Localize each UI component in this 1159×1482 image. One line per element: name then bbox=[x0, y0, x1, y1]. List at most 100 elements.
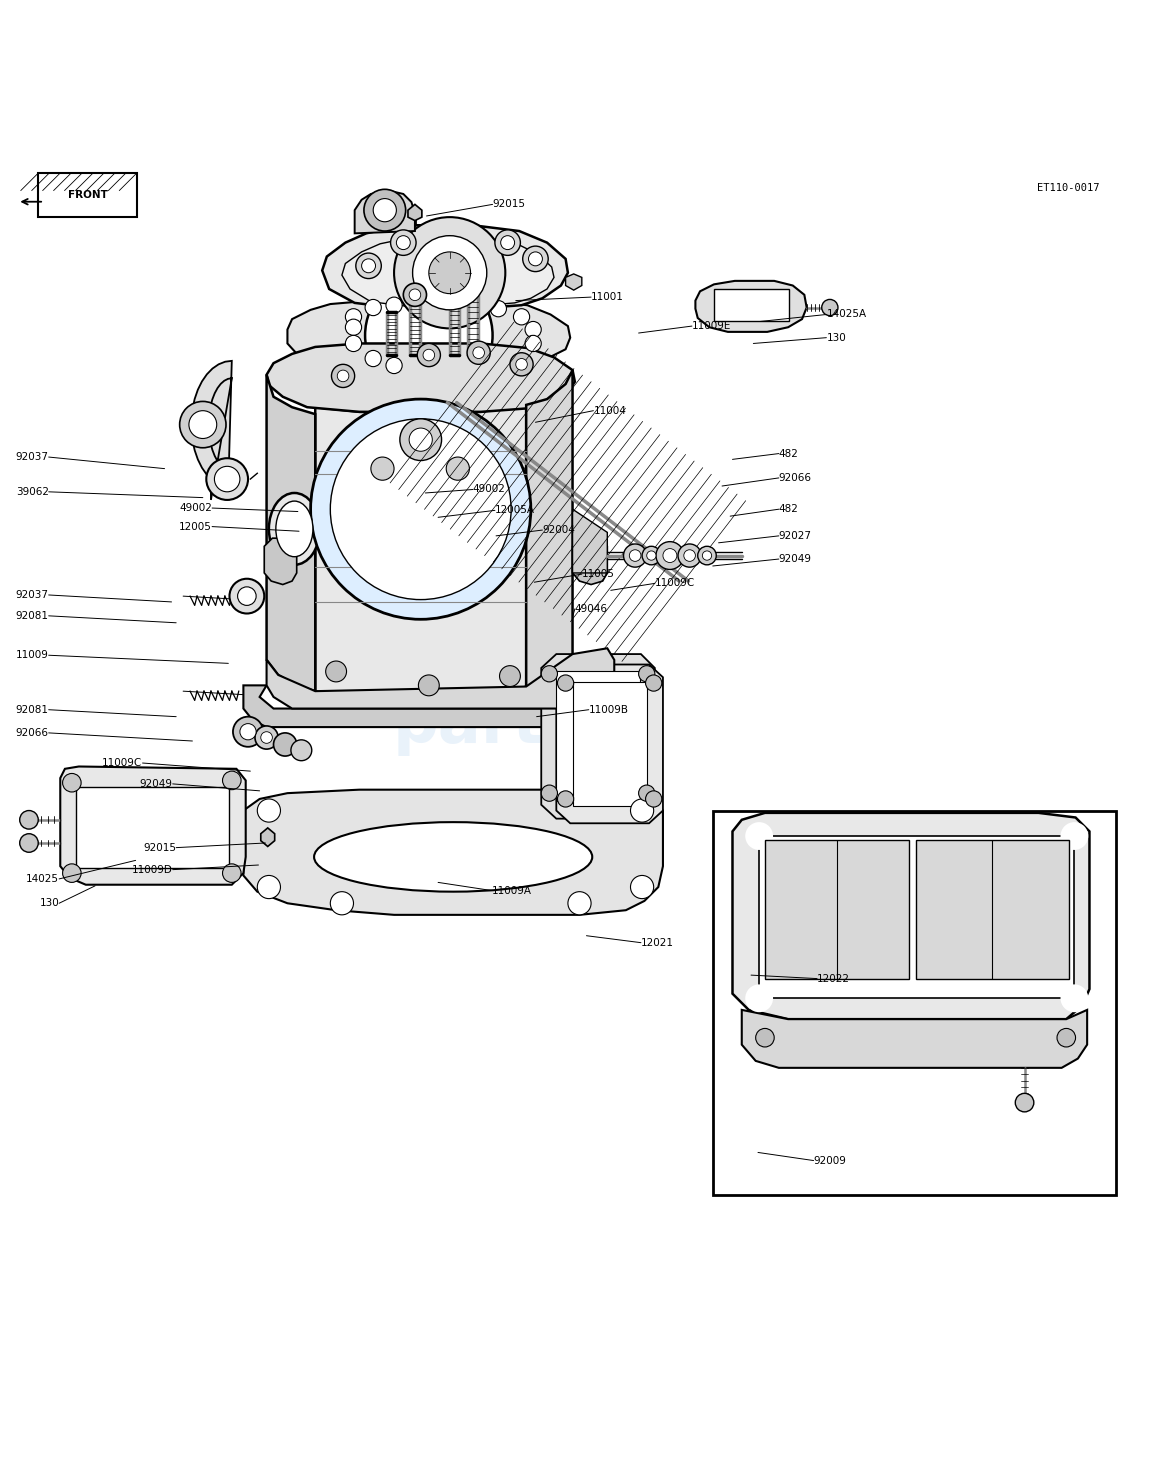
Ellipse shape bbox=[314, 823, 592, 892]
Text: 12005: 12005 bbox=[180, 522, 212, 532]
Circle shape bbox=[63, 864, 81, 882]
Polygon shape bbox=[765, 839, 909, 978]
Text: 92049: 92049 bbox=[779, 554, 811, 565]
Circle shape bbox=[274, 734, 297, 756]
Circle shape bbox=[413, 236, 487, 310]
Bar bbox=[573, 682, 647, 806]
Circle shape bbox=[642, 547, 661, 565]
Circle shape bbox=[229, 579, 264, 614]
Text: 482: 482 bbox=[779, 449, 799, 458]
Circle shape bbox=[255, 726, 278, 748]
Text: 92004: 92004 bbox=[542, 525, 575, 535]
Text: 49046: 49046 bbox=[575, 603, 607, 614]
Circle shape bbox=[624, 544, 647, 568]
Polygon shape bbox=[573, 538, 607, 584]
Text: FRONT: FRONT bbox=[67, 190, 108, 200]
Circle shape bbox=[745, 823, 773, 851]
Circle shape bbox=[394, 218, 505, 329]
Circle shape bbox=[20, 834, 38, 852]
Circle shape bbox=[495, 230, 520, 255]
Circle shape bbox=[331, 365, 355, 387]
Circle shape bbox=[756, 1029, 774, 1046]
Text: OEM
parts: OEM parts bbox=[392, 622, 582, 756]
Polygon shape bbox=[267, 375, 315, 691]
Circle shape bbox=[362, 259, 376, 273]
Circle shape bbox=[418, 674, 439, 695]
Circle shape bbox=[656, 541, 684, 569]
Text: 130: 130 bbox=[39, 898, 59, 908]
Polygon shape bbox=[526, 370, 573, 686]
Polygon shape bbox=[541, 654, 655, 818]
Text: 92009: 92009 bbox=[814, 1156, 846, 1165]
Circle shape bbox=[386, 357, 402, 373]
Text: 12021: 12021 bbox=[641, 938, 673, 947]
Polygon shape bbox=[556, 664, 663, 824]
Circle shape bbox=[373, 199, 396, 222]
Circle shape bbox=[663, 548, 677, 563]
Circle shape bbox=[525, 322, 541, 338]
Text: 92081: 92081 bbox=[16, 705, 49, 714]
Circle shape bbox=[629, 550, 641, 562]
Circle shape bbox=[473, 347, 484, 359]
Text: 49002: 49002 bbox=[180, 502, 212, 513]
Circle shape bbox=[223, 771, 241, 790]
Text: 92037: 92037 bbox=[16, 590, 49, 600]
Circle shape bbox=[501, 236, 515, 249]
Circle shape bbox=[214, 467, 240, 492]
Polygon shape bbox=[243, 685, 649, 728]
Circle shape bbox=[257, 876, 280, 898]
Circle shape bbox=[206, 458, 248, 499]
Text: 39062: 39062 bbox=[16, 486, 49, 496]
Circle shape bbox=[639, 665, 655, 682]
Circle shape bbox=[646, 791, 662, 808]
Bar bbox=[714, 289, 789, 322]
Circle shape bbox=[326, 661, 347, 682]
Polygon shape bbox=[287, 301, 570, 370]
Text: 14025A: 14025A bbox=[826, 310, 867, 320]
Circle shape bbox=[630, 799, 654, 823]
Polygon shape bbox=[191, 360, 232, 499]
Text: 14025: 14025 bbox=[27, 874, 59, 883]
Circle shape bbox=[365, 350, 381, 366]
Circle shape bbox=[365, 299, 381, 316]
Circle shape bbox=[409, 289, 421, 301]
Circle shape bbox=[233, 717, 263, 747]
Circle shape bbox=[345, 308, 362, 325]
Circle shape bbox=[473, 296, 489, 313]
Text: 11009E: 11009E bbox=[692, 322, 731, 330]
Polygon shape bbox=[267, 648, 614, 708]
Circle shape bbox=[639, 785, 655, 802]
Bar bbox=[76, 787, 229, 868]
Polygon shape bbox=[243, 790, 663, 914]
Circle shape bbox=[337, 370, 349, 382]
Text: 92037: 92037 bbox=[16, 452, 49, 462]
Text: 12022: 12022 bbox=[817, 974, 850, 984]
Circle shape bbox=[684, 550, 695, 562]
Text: 11009A: 11009A bbox=[491, 886, 532, 895]
Circle shape bbox=[189, 411, 217, 439]
Polygon shape bbox=[315, 405, 526, 701]
Circle shape bbox=[822, 299, 838, 316]
Text: ET110-0017: ET110-0017 bbox=[1037, 184, 1100, 193]
Circle shape bbox=[345, 319, 362, 335]
Polygon shape bbox=[267, 344, 575, 412]
Circle shape bbox=[396, 236, 410, 249]
Polygon shape bbox=[60, 766, 246, 885]
Circle shape bbox=[223, 864, 241, 882]
Circle shape bbox=[240, 723, 256, 740]
Circle shape bbox=[1060, 984, 1088, 1012]
Polygon shape bbox=[695, 282, 807, 332]
Circle shape bbox=[261, 732, 272, 744]
Circle shape bbox=[365, 271, 493, 399]
Circle shape bbox=[1057, 1029, 1076, 1046]
Polygon shape bbox=[408, 205, 422, 221]
Circle shape bbox=[557, 791, 574, 808]
Polygon shape bbox=[342, 239, 554, 307]
Polygon shape bbox=[916, 839, 1069, 978]
Text: 11009C: 11009C bbox=[655, 578, 695, 588]
Circle shape bbox=[330, 419, 511, 600]
Circle shape bbox=[516, 359, 527, 370]
Circle shape bbox=[371, 456, 394, 480]
Polygon shape bbox=[261, 828, 275, 846]
Circle shape bbox=[311, 399, 531, 619]
